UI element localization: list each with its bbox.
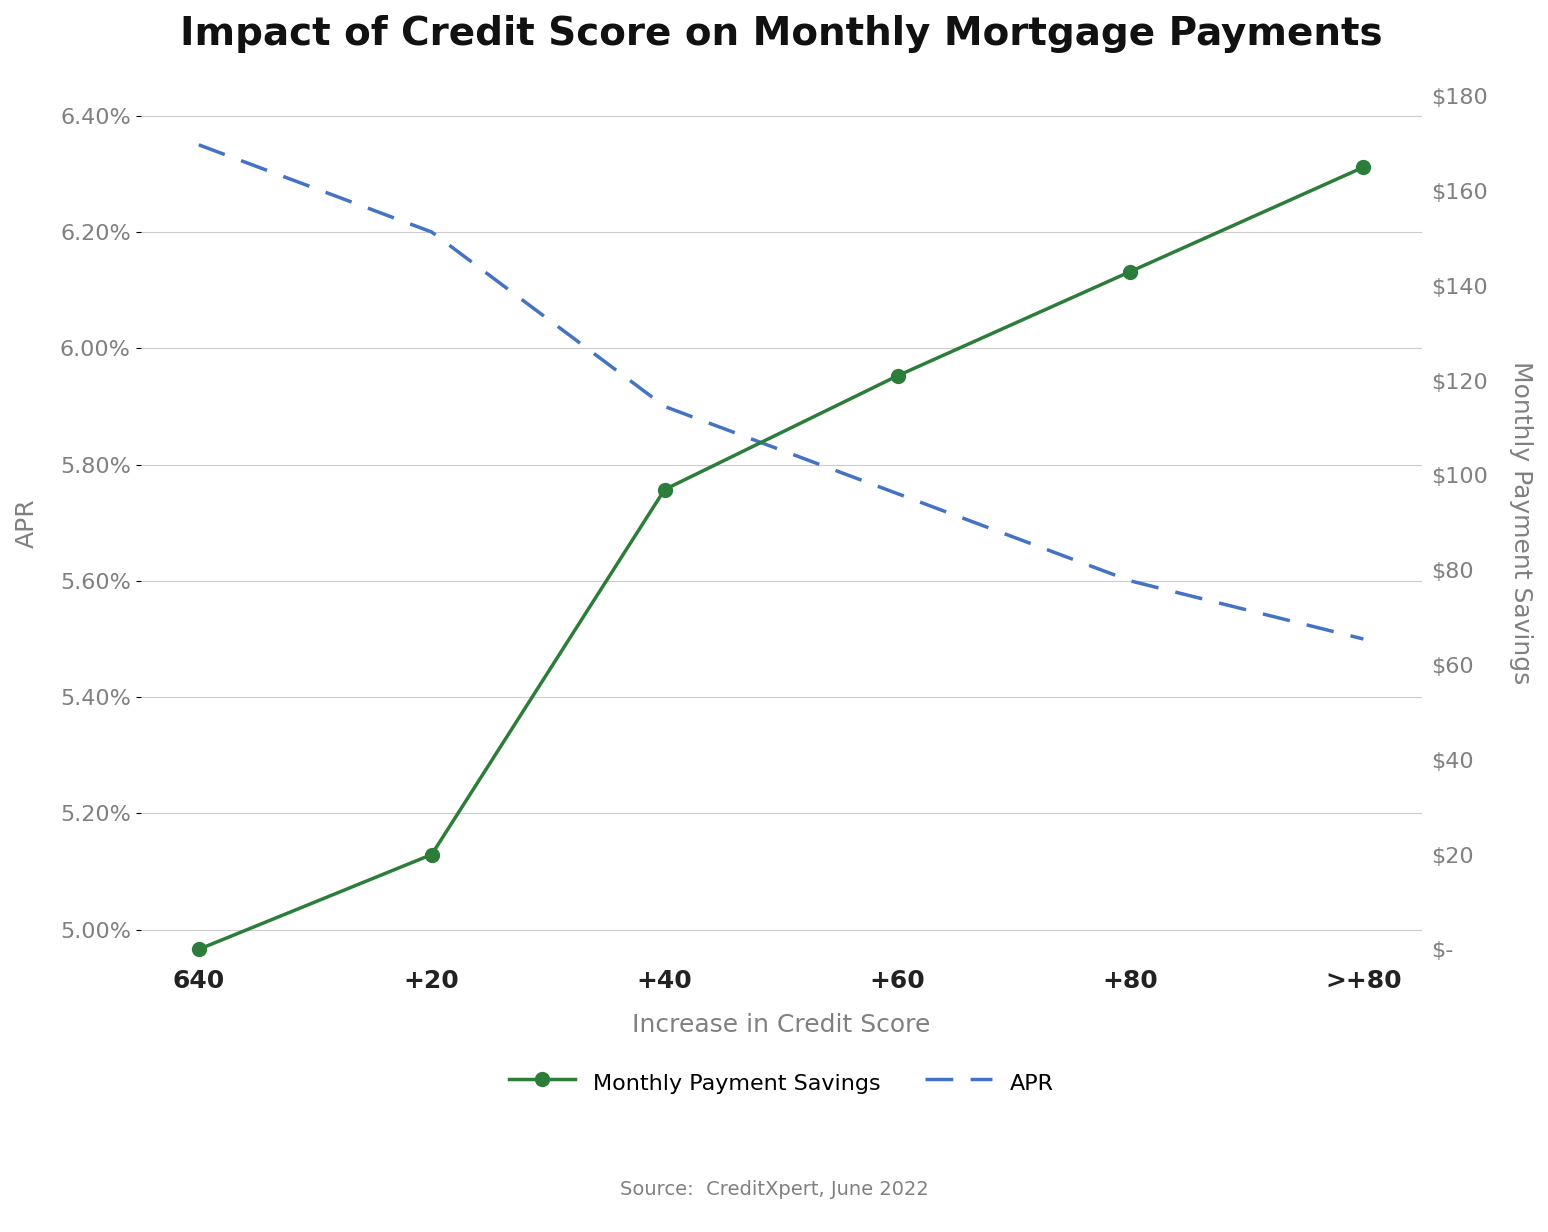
Line: APR: APR: [198, 145, 1364, 639]
APR: [423, 224, 441, 239]
Monthly Payment Savings: [1121, 264, 1139, 278]
APR: [655, 399, 673, 414]
APR: [189, 138, 207, 153]
APR: [889, 487, 907, 501]
APR: [1121, 573, 1139, 588]
Monthly Payment Savings: [655, 482, 673, 496]
Text: Source:  CreditXpert, June 2022: Source: CreditXpert, June 2022: [619, 1180, 929, 1199]
Y-axis label: Monthly Payment Savings: Monthly Payment Savings: [1509, 361, 1533, 684]
Title: Impact of Credit Score on Monthly Mortgage Payments: Impact of Credit Score on Monthly Mortga…: [180, 15, 1382, 53]
Monthly Payment Savings: [1354, 160, 1373, 175]
Legend: Monthly Payment Savings, APR: Monthly Payment Savings, APR: [500, 1060, 1062, 1105]
Monthly Payment Savings: [423, 848, 441, 862]
X-axis label: Increase in Credit Score: Increase in Credit Score: [632, 1014, 930, 1037]
Monthly Payment Savings: [189, 942, 207, 957]
Monthly Payment Savings: [889, 368, 907, 383]
Line: Monthly Payment Savings: Monthly Payment Savings: [192, 160, 1370, 956]
Y-axis label: APR: APR: [15, 498, 39, 547]
APR: [1354, 632, 1373, 647]
